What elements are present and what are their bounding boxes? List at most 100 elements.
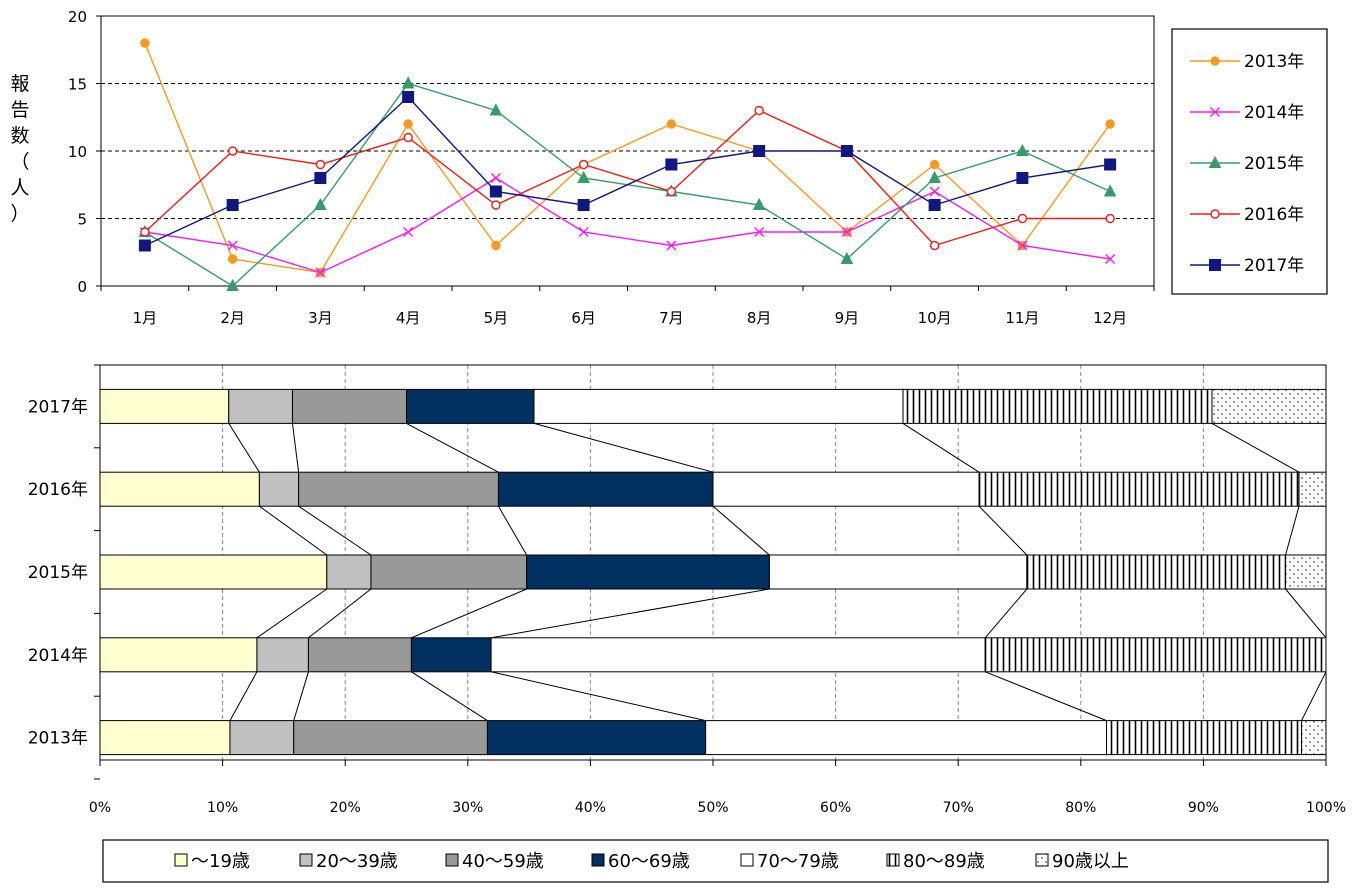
- bar-segment: [984, 637, 1327, 673]
- data-point: [138, 239, 151, 252]
- data-point: [140, 227, 150, 237]
- bar-segment: [99, 720, 231, 756]
- x-tick-label: 100%: [1306, 800, 1346, 816]
- series-connector: [491, 588, 770, 639]
- bar-segment: [99, 637, 258, 673]
- legend-swatch: [591, 853, 605, 867]
- data-point: [577, 199, 590, 211]
- bar-segment: [705, 720, 1108, 756]
- bar-segment: [1298, 471, 1327, 507]
- x-tick-label: 90%: [1188, 800, 1219, 816]
- x-tick-label: 4月: [396, 309, 421, 327]
- y-axis-title: 報告数（人）: [10, 73, 29, 225]
- bar-segment: [99, 554, 328, 590]
- legend-item: ～19歳: [174, 851, 250, 872]
- data-point: [315, 267, 326, 278]
- series-connector: [259, 505, 328, 556]
- data-point: [226, 278, 239, 291]
- x-tick-label: 30%: [452, 800, 483, 816]
- x-tick-label: 10月: [918, 309, 952, 327]
- series-connector: [411, 671, 488, 722]
- bar-segment: [99, 471, 260, 507]
- data-point: [1017, 240, 1028, 251]
- bar-legend: ～19歳 20～39歳 40～59歳 60～69歳 70～79歳 80～89歳 90歳以上: [102, 839, 1329, 883]
- series-connector: [1285, 588, 1327, 639]
- bar-segment: [258, 471, 300, 507]
- legend-item: 2015年: [1190, 154, 1304, 174]
- data-point: [491, 240, 501, 251]
- bar-segment: [1026, 554, 1287, 590]
- legend-marker: [1210, 107, 1220, 117]
- bar-segment: [370, 554, 528, 590]
- data-point: [840, 145, 853, 157]
- legend-marker: [1209, 259, 1221, 271]
- bar-segment: [99, 388, 230, 424]
- series-connector: [984, 671, 1107, 722]
- bar-segment: [291, 388, 407, 424]
- category-label: 2016年: [28, 480, 88, 500]
- data-point: [1016, 143, 1029, 156]
- data-point: [315, 159, 326, 170]
- x-tick-label: 9月: [835, 309, 860, 327]
- x-tick-label: 1月: [133, 309, 158, 327]
- legend-swatch: [174, 853, 188, 867]
- data-point: [227, 240, 238, 251]
- x-tick-label: 5月: [484, 309, 509, 327]
- x-tick-label: 0%: [89, 800, 111, 816]
- data-point: [753, 145, 766, 157]
- y-tick-label: 0: [77, 278, 87, 296]
- data-point: [578, 227, 589, 237]
- series-connector: [293, 671, 309, 721]
- bar-segment: [712, 471, 980, 507]
- bar-legend-frame: [102, 839, 1329, 883]
- bar-row-2015年: [99, 554, 1327, 590]
- legend-item: 80～89歳: [886, 851, 985, 872]
- bar-segment: [490, 637, 986, 673]
- x-tick-label: 60%: [820, 800, 851, 816]
- data-point: [577, 170, 590, 183]
- bar-segments-group: [99, 388, 1327, 756]
- legend-swatch: [299, 853, 313, 867]
- data-point: [402, 91, 415, 103]
- x-tick-label: 40%: [575, 800, 606, 816]
- series-connector: [902, 422, 980, 473]
- data-point: [1105, 213, 1115, 224]
- data-point: [140, 38, 150, 48]
- data-point: [314, 197, 327, 210]
- series-connector: [1285, 506, 1300, 556]
- x-tick-label: 20%: [330, 800, 361, 816]
- legend-marker: [1210, 56, 1220, 66]
- legend-swatch: [445, 853, 459, 867]
- bar-connector-lines: [228, 422, 1327, 722]
- series-connector: [256, 588, 328, 639]
- legend-marker: [1208, 155, 1222, 168]
- data-point: [489, 185, 502, 198]
- legend-marker: [1210, 209, 1220, 219]
- x-tick-label: 80%: [1065, 800, 1096, 816]
- data-point: [489, 103, 503, 116]
- series-2017年: [138, 91, 1117, 252]
- series-line: [144, 42, 1111, 274]
- legend-item: 70～79歳: [740, 851, 839, 872]
- bar-segment: [768, 554, 1028, 590]
- category-label: 2015年: [28, 563, 88, 583]
- series-connector: [298, 505, 372, 556]
- legend-label: 20～39歳: [316, 851, 398, 872]
- data-point: [227, 146, 238, 156]
- bar-row-2013年: [99, 720, 1327, 756]
- legend-item: 2017年: [1190, 256, 1304, 276]
- bar-segment: [410, 637, 492, 673]
- bar-segment: [298, 471, 499, 507]
- series-connector: [228, 423, 260, 473]
- y-tick-label: 15: [68, 76, 87, 94]
- data-point: [1105, 119, 1115, 129]
- line-y-ticks: 0 5 10 15 20: [68, 8, 101, 296]
- legend-swatch: [1035, 853, 1049, 867]
- data-point: [840, 251, 854, 264]
- data-point: [929, 159, 940, 170]
- x-tick-label: 6月: [571, 309, 596, 327]
- category-label: 2013年: [28, 729, 88, 749]
- line-grid: [101, 83, 1154, 219]
- bar-segment: [229, 720, 295, 756]
